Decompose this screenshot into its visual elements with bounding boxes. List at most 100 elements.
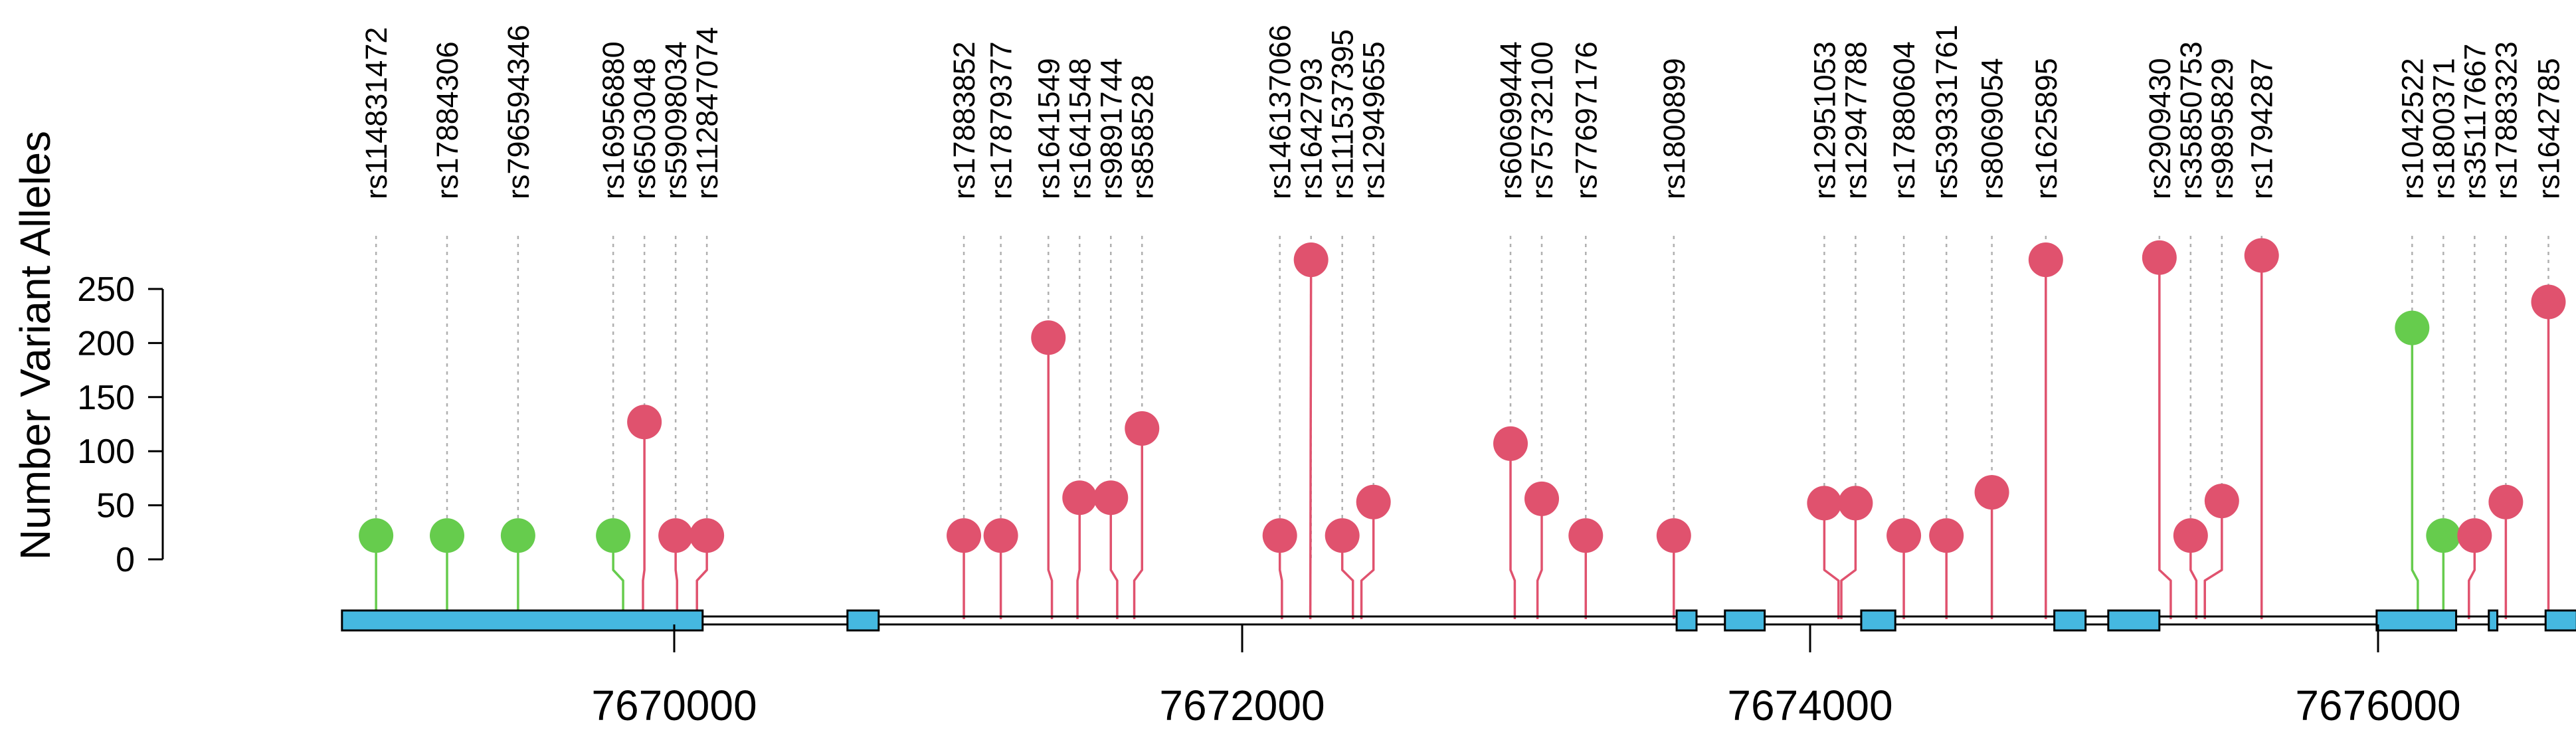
lollipop-head bbox=[430, 518, 464, 553]
lollipop-head bbox=[2457, 518, 2492, 553]
exon bbox=[1675, 609, 1698, 632]
variant-label: rs12947788 bbox=[1839, 41, 1873, 199]
variant-label: rs858528 bbox=[1125, 74, 1159, 199]
variant-label: rs12949655 bbox=[1357, 41, 1391, 199]
variant-label: rs9895829 bbox=[2205, 58, 2239, 199]
variant-label: rs17884306 bbox=[430, 41, 464, 199]
lollipop-stem bbox=[2158, 257, 2172, 619]
x-tick-label: 7676000 bbox=[2295, 682, 2460, 729]
lollipop-head bbox=[2173, 518, 2208, 553]
x-tick-label: 7672000 bbox=[1159, 682, 1325, 729]
lollipop-stem bbox=[1360, 502, 1375, 619]
gene-track bbox=[341, 609, 2576, 632]
lollipop-head bbox=[947, 518, 982, 553]
y-tick-label: 50 bbox=[96, 487, 135, 525]
lollipop-head bbox=[627, 405, 662, 440]
variant-label: rs17883852 bbox=[947, 41, 981, 199]
variant-label: rs146137066 bbox=[1263, 25, 1297, 199]
lollipop-head bbox=[2488, 484, 2524, 519]
y-tick-label: 100 bbox=[77, 432, 135, 471]
lollipop-head bbox=[1062, 480, 1097, 515]
lollipop-stem bbox=[642, 422, 646, 619]
x-tick-label: 7674000 bbox=[1727, 682, 1892, 729]
variant-label: rs1642793 bbox=[1295, 58, 1329, 199]
lollipop-head bbox=[658, 518, 693, 553]
y-tick-label: 150 bbox=[77, 379, 135, 417]
variant-label: rs59098034 bbox=[659, 41, 693, 199]
variant-label: rs75732100 bbox=[1525, 41, 1559, 199]
lollipop-head bbox=[690, 518, 725, 553]
lollipop-head bbox=[2531, 284, 2566, 320]
lollipop-stem bbox=[1823, 503, 1840, 619]
lollipop-stem bbox=[2411, 327, 2419, 619]
lollipop-head bbox=[1838, 486, 1873, 521]
lollipop-head bbox=[1807, 486, 1842, 521]
variant-label: rs1641548 bbox=[1063, 58, 1097, 199]
variant-label: rs6503048 bbox=[628, 58, 662, 199]
variant-label: rs1800899 bbox=[1657, 58, 1691, 199]
variant-label: rs35117667 bbox=[2458, 44, 2492, 199]
variant-label: rs111537395 bbox=[1326, 29, 1360, 199]
lollipop-head bbox=[2395, 310, 2430, 345]
x-tick-label: 7670000 bbox=[591, 682, 757, 729]
lollipop-head bbox=[2426, 518, 2461, 553]
variant-label: rs2909430 bbox=[2143, 58, 2177, 199]
lollipop-head bbox=[1524, 481, 1559, 516]
lollipop-heads bbox=[359, 238, 2566, 553]
exon bbox=[1724, 609, 1766, 632]
lollipop-stem bbox=[1133, 428, 1144, 619]
lollipop-head bbox=[1356, 484, 1391, 519]
variant-label: rs1042522 bbox=[2395, 58, 2429, 199]
lollipop-stem bbox=[1047, 337, 1054, 619]
lollipop-head bbox=[2244, 238, 2279, 273]
variant-label: rs1642785 bbox=[2532, 58, 2566, 199]
y-tick-label: 200 bbox=[77, 324, 135, 363]
lollipop-stems bbox=[375, 255, 2550, 620]
variant-label: rs9891744 bbox=[1094, 58, 1128, 199]
variant-label: rs1625895 bbox=[2029, 58, 2063, 199]
exon bbox=[2053, 609, 2087, 632]
lollipop-stem bbox=[2203, 501, 2223, 619]
lollipop-head bbox=[359, 518, 394, 553]
exon bbox=[1860, 609, 1896, 632]
lollipop-head bbox=[2142, 240, 2177, 275]
variant-label: rs77697176 bbox=[1569, 41, 1603, 199]
lollipop-stem bbox=[1536, 498, 1543, 619]
variant-label: rs17879377 bbox=[984, 41, 1018, 199]
variant-label: rs114831472 bbox=[359, 27, 393, 199]
lollipop-stem bbox=[1840, 503, 1857, 619]
variant-label: rs16956880 bbox=[597, 41, 630, 199]
lollipop-head bbox=[1093, 480, 1129, 515]
exon bbox=[2375, 609, 2458, 632]
lollipop-stem bbox=[1109, 498, 1119, 619]
lollipop-head bbox=[596, 518, 631, 553]
variant-label: rs17883323 bbox=[2489, 41, 2523, 199]
lollipop-head bbox=[1125, 411, 1160, 446]
lollipop-head bbox=[1325, 518, 1360, 553]
lollipop-head bbox=[1493, 426, 1528, 461]
lollipop-head bbox=[983, 518, 1018, 553]
lollipop-stem bbox=[1509, 443, 1517, 619]
variant-label: rs1794287 bbox=[2245, 58, 2279, 199]
variant-label: rs17880604 bbox=[1887, 41, 1921, 199]
variant-label: rs60699444 bbox=[1494, 41, 1528, 199]
variant-label: rs12951053 bbox=[1807, 41, 1841, 199]
lollipop-stem bbox=[1076, 498, 1081, 619]
lollipop-head bbox=[1929, 518, 1964, 553]
variant-label: rs1641549 bbox=[1032, 58, 1065, 199]
lollipop-head bbox=[500, 518, 535, 553]
lollipop-head bbox=[1656, 518, 1691, 553]
variant-label: rs35850753 bbox=[2174, 41, 2208, 199]
lollipop-head bbox=[1262, 518, 1297, 553]
exon bbox=[2544, 609, 2576, 632]
y-tick-label: 0 bbox=[116, 541, 135, 579]
y-axis-label: Number Variant Alleles bbox=[11, 131, 59, 560]
exon bbox=[846, 609, 880, 632]
y-tick-label: 250 bbox=[77, 270, 135, 309]
lollipop-head bbox=[1293, 242, 1329, 278]
variant-label: rs539331761 bbox=[1930, 25, 1964, 199]
exon bbox=[2107, 609, 2161, 632]
variant-label: rs8069054 bbox=[1976, 58, 2009, 199]
exon bbox=[341, 609, 704, 632]
